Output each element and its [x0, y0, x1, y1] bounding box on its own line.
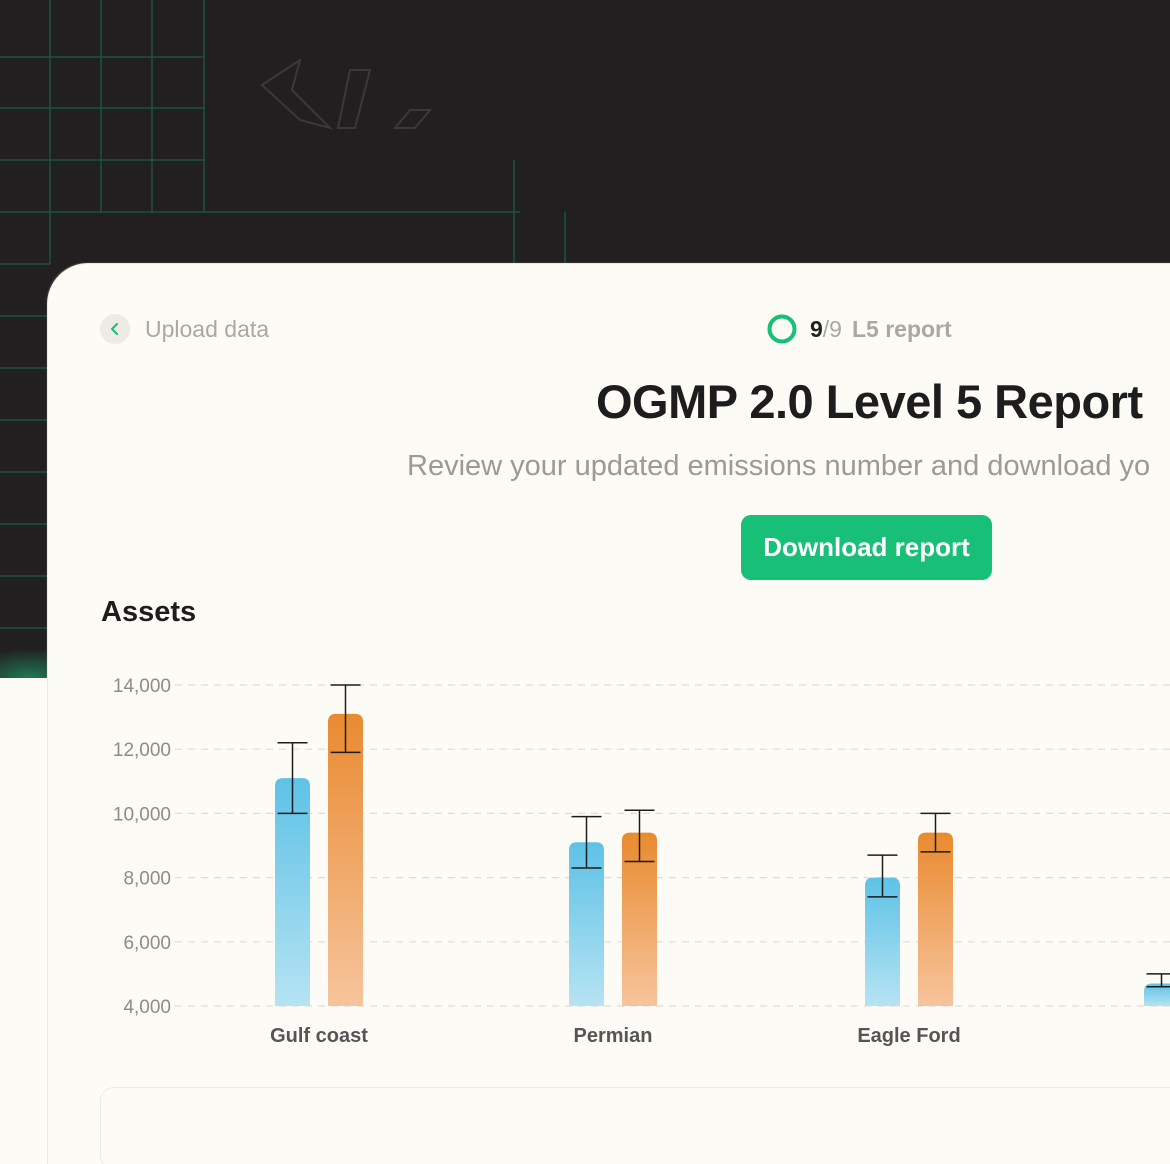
- download-report-button[interactable]: Download report: [741, 515, 992, 580]
- progress-label: L5 report: [851, 315, 952, 342]
- page-title: OGMP 2.0 Level 5 Report: [596, 375, 1143, 428]
- y-tick-label: 14,000: [113, 676, 171, 697]
- bar-blue: [569, 842, 604, 1006]
- bar-orange: [918, 832, 953, 1006]
- report-progress: 9 /9 L5 report: [766, 313, 952, 345]
- y-tick-label: 10,000: [113, 804, 171, 825]
- next-section-panel: [100, 1087, 1170, 1164]
- progress-total: /9: [822, 315, 842, 342]
- y-tick-label: 6,000: [123, 933, 171, 954]
- bar-blue: [1144, 983, 1170, 1006]
- back-button[interactable]: [100, 314, 130, 344]
- assets-heading: Assets: [101, 596, 197, 628]
- bar-orange: [328, 713, 363, 1006]
- page-subtitle: Review your updated emissions number and…: [407, 450, 1151, 482]
- back-link-label[interactable]: Upload data: [145, 316, 270, 342]
- x-category-label: Permian: [574, 1025, 653, 1047]
- progress-done: 9: [810, 315, 823, 342]
- assets-bar-chart: 14,000 12,000 10,000 8,000 6,000 4,000 Gulf co…: [113, 676, 1170, 1047]
- y-tick-label: 4,000: [123, 997, 171, 1018]
- bar-orange: [622, 832, 657, 1006]
- report-card: Upload data 9 /9 L5 report OGMP 2.0 Leve…: [48, 264, 1170, 1164]
- y-tick-label: 12,000: [113, 740, 171, 761]
- bar-blue: [275, 778, 310, 1006]
- x-category-label: Gulf coast: [270, 1025, 368, 1047]
- chevron-left-icon: [111, 323, 118, 335]
- y-tick-label: 8,000: [123, 869, 171, 890]
- bar-blue: [865, 877, 900, 1006]
- progress-ring-icon: [767, 314, 797, 344]
- x-category-label: Eagle Ford: [857, 1025, 960, 1047]
